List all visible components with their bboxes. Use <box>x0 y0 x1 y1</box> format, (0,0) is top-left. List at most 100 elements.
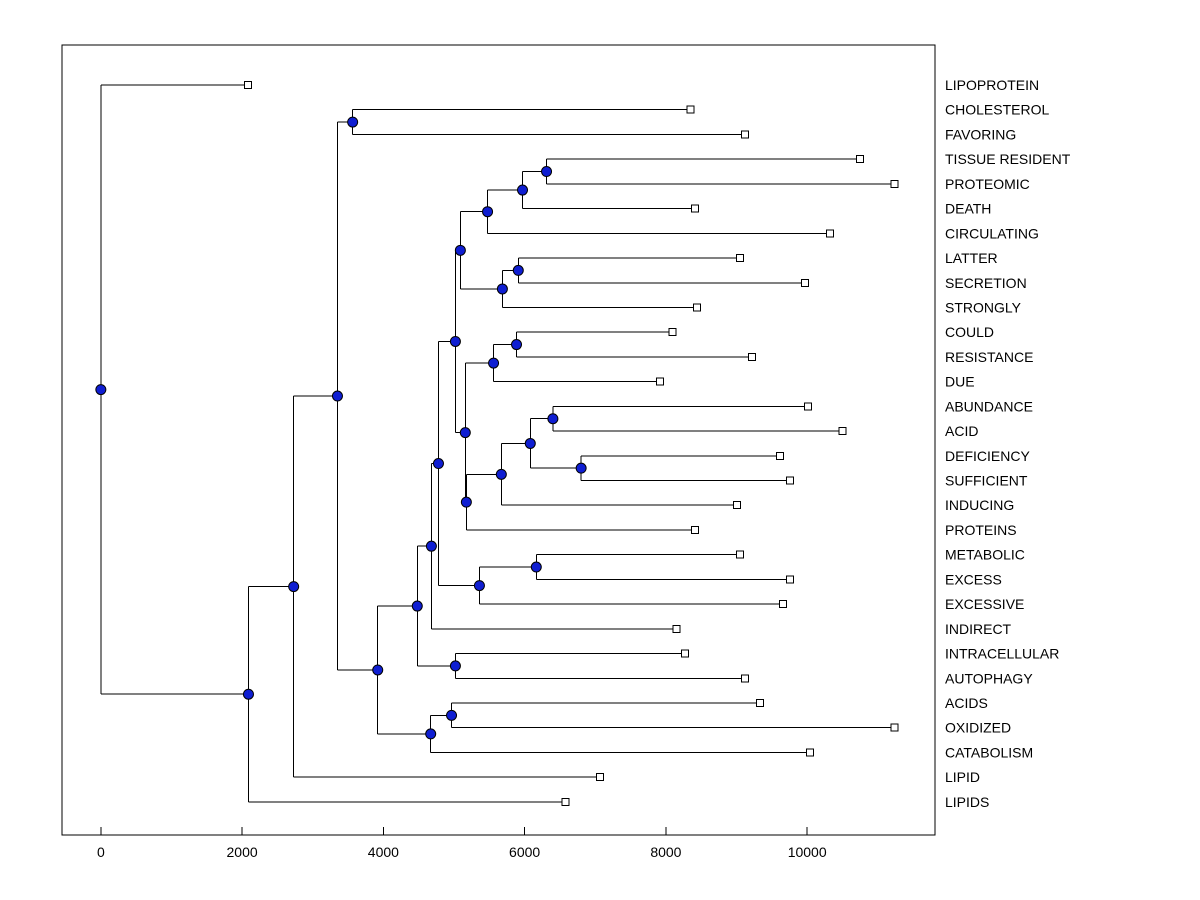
leaf-node-marker <box>668 328 677 337</box>
internal-node-marker <box>242 688 254 700</box>
plot-border <box>61 44 936 836</box>
leaf-label: LIPID <box>945 769 980 785</box>
leaf-node-marker <box>775 451 784 460</box>
leaf-label: LIPOPROTEIN <box>945 77 1039 93</box>
leaf-label: TISSUE RESIDENT <box>945 151 1071 167</box>
leaf-node-marker <box>741 674 750 683</box>
leaf-label: DUE <box>945 374 975 390</box>
leaf-label: DEATH <box>945 201 991 217</box>
x-axis-tick-label: 4000 <box>368 844 399 860</box>
internal-node-marker <box>482 206 494 218</box>
leaf-label: CATABOLISM <box>945 744 1033 760</box>
leaf-label: FAVORING <box>945 126 1016 142</box>
leaf-label: AUTOPHAGY <box>945 670 1033 686</box>
x-axis-tick-label: 6000 <box>509 844 540 860</box>
leaf-label: OXIDIZED <box>945 720 1011 736</box>
leaf-label: ACIDS <box>945 695 988 711</box>
internal-node-marker <box>95 384 107 396</box>
leaf-label: PROTEOMIC <box>945 176 1030 192</box>
x-axis-tick-label: 0 <box>97 844 105 860</box>
leaf-node-marker <box>786 476 795 485</box>
x-axis-tick-label: 2000 <box>227 844 258 860</box>
leaf-node-marker <box>691 525 700 534</box>
internal-node-marker <box>446 709 458 721</box>
leaf-label: ABUNDANCE <box>945 398 1033 414</box>
leaf-label: CIRCULATING <box>945 225 1039 241</box>
leaf-node-marker <box>691 204 700 213</box>
internal-node-marker <box>517 184 529 196</box>
internal-node-marker <box>575 462 587 474</box>
leaf-node-marker <box>741 130 750 139</box>
internal-node-marker <box>347 116 359 128</box>
leaf-node-marker <box>856 155 865 164</box>
leaf-node-marker <box>803 402 812 411</box>
leaf-labels-group: LIPOPROTEIN CHOLESTEROL FAVORING TISSUE RES… <box>945 77 1071 810</box>
internal-node-marker <box>449 335 461 347</box>
leaf-label: INDIRECT <box>945 621 1012 637</box>
leaf-node-marker <box>680 649 689 658</box>
x-axis-tick-label: 10000 <box>788 844 827 860</box>
leaf-label: RESISTANCE <box>945 349 1033 365</box>
internal-node-marker <box>411 600 423 612</box>
internal-node-marker <box>449 660 461 672</box>
leaf-node-marker <box>596 773 605 782</box>
leaf-label: ACID <box>945 423 978 439</box>
internal-node-marker <box>511 339 523 351</box>
leaf-label: INTRACELLULAR <box>945 646 1059 662</box>
leaf-label: PROTEINS <box>945 522 1017 538</box>
internal-node-marker <box>454 244 466 256</box>
internal-node-marker <box>459 427 471 439</box>
leaf-label: LIPIDS <box>945 794 989 810</box>
leaf-label: DEFICIENCY <box>945 448 1030 464</box>
leaf-node-marker <box>686 105 695 114</box>
node-markers-group <box>95 81 899 806</box>
leaf-label: LATTER <box>945 250 998 266</box>
leaf-node-marker <box>692 303 701 312</box>
leaf-label: EXCESSIVE <box>945 596 1024 612</box>
internal-node-marker <box>496 283 508 295</box>
internal-node-marker <box>460 496 472 508</box>
internal-node-marker <box>288 581 300 593</box>
internal-node-marker <box>473 580 485 592</box>
leaf-label: SECRETION <box>945 275 1027 291</box>
leaf-node-marker <box>755 699 764 707</box>
leaf-label: SUFFICIENT <box>945 473 1028 489</box>
internal-node-marker <box>331 390 343 402</box>
leaf-node-marker <box>733 501 742 510</box>
leaf-node-marker <box>786 575 795 584</box>
internal-node-marker <box>524 437 536 449</box>
leaf-label: STRONGLY <box>945 299 1022 315</box>
branch-lines-group <box>100 84 895 803</box>
internal-node-marker <box>541 166 553 178</box>
internal-node-marker <box>425 728 437 740</box>
leaf-node-marker <box>779 600 788 609</box>
leaf-node-marker <box>656 377 665 386</box>
leaf-node-marker <box>736 550 745 559</box>
leaf-label: METABOLIC <box>945 547 1025 563</box>
leaf-label: INDUCING <box>945 497 1014 513</box>
x-axis-tick-label: 8000 <box>650 844 681 860</box>
leaf-label: COULD <box>945 324 994 340</box>
leaf-node-marker <box>672 624 681 633</box>
leaf-label: CHOLESTEROL <box>945 102 1049 118</box>
leaf-node-marker <box>890 179 899 188</box>
internal-node-marker <box>530 561 542 573</box>
internal-node-marker <box>512 264 524 276</box>
leaf-node-marker <box>736 254 745 263</box>
axis-group: 0 2000 4000 6000 8000 10000 <box>61 44 936 860</box>
leaf-node-marker <box>890 723 899 732</box>
internal-node-marker <box>495 468 507 480</box>
leaf-label: EXCESS <box>945 571 1002 587</box>
internal-node-marker <box>488 357 500 369</box>
leaf-node-marker <box>748 352 757 361</box>
leaf-node-marker <box>838 427 847 436</box>
internal-node-marker <box>425 540 437 552</box>
leaf-node-marker <box>243 81 252 89</box>
leaf-node-marker <box>801 278 810 287</box>
internal-node-marker <box>432 458 444 470</box>
leaf-node-marker <box>825 229 834 238</box>
internal-node-marker <box>547 413 559 425</box>
leaf-node-marker <box>561 797 570 806</box>
